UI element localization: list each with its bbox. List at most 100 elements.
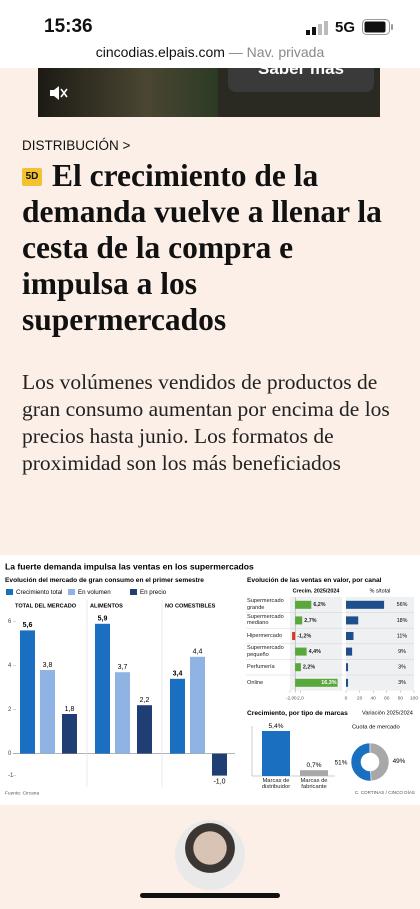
mute-icon[interactable] (48, 84, 68, 102)
x-tick-label: 40 (371, 695, 377, 701)
infographic-canvas: La fuerte demanda impulsa las ventas en … (5, 561, 418, 796)
legend-swatch (130, 589, 137, 595)
source: Fuente: Circana (5, 790, 39, 796)
bar (346, 616, 359, 625)
bar (62, 714, 77, 754)
value-label: 3% (398, 680, 406, 686)
category-label: Marcas de fabricante (300, 778, 328, 791)
chart-title: Evolución del mercado de gran consumo en… (5, 577, 204, 584)
value-label: 4,4 (193, 649, 203, 656)
y-tick-label: 4 (8, 663, 12, 669)
signal-icon (306, 21, 328, 35)
value-label: 3% (398, 665, 406, 671)
bar (170, 678, 185, 754)
bar (346, 600, 385, 609)
ad-button[interactable]: Saber más (228, 68, 374, 92)
value-label: 1,8 (65, 706, 75, 713)
value-label: 16,3% (321, 680, 336, 686)
bar (292, 632, 296, 640)
chart-title: Evolución de las ventas en valor, por ca… (247, 577, 382, 584)
bar (40, 670, 55, 754)
bar (190, 656, 205, 754)
bar (212, 753, 227, 776)
value-label: 56% (397, 602, 408, 608)
value-label: 11% (397, 633, 408, 639)
value-label: -1,2% (297, 633, 311, 639)
x-tick-label: 20 (357, 695, 363, 701)
headline: El crecimiento de la demanda vuelve a ll… (22, 158, 382, 337)
row-label: Hipermercado (247, 632, 283, 639)
row-label: Perfumería (247, 663, 275, 670)
credit: C. CORTINAS / CINCO DÍAS (355, 789, 415, 795)
value-label: 3,8 (43, 662, 53, 669)
legend-label: En precio (140, 589, 167, 596)
row-label: Supermercado pequeño (247, 645, 284, 658)
x-tick-label: 80 (398, 695, 404, 701)
chart-title: Crecimiento, por tipo de marcas (247, 710, 348, 717)
x-tick-label: -2,0 (286, 695, 295, 701)
bar (346, 663, 349, 672)
x-tick-label: 60 (384, 695, 390, 701)
bar (295, 600, 312, 609)
chart-subtitle: Variación 2025/2024 (362, 710, 413, 716)
value-label: 5,4% (268, 723, 283, 730)
row-label: Supermercado mediano (247, 613, 284, 627)
value-label: 4,4% (309, 649, 321, 655)
battery-icon (362, 19, 393, 35)
bar (300, 770, 328, 776)
legend-swatch (68, 589, 75, 595)
y-tick-label: 0 (8, 751, 12, 757)
value-label: 6,2% (313, 602, 325, 608)
value-label: -1,0 (213, 778, 225, 785)
value-label: 2,2% (303, 665, 315, 671)
bar (262, 731, 290, 776)
y-tick-label: -1 (8, 773, 14, 779)
url: cincodias.elpais.com (95, 44, 225, 60)
x-tick-label: 0 (345, 695, 348, 701)
column-header: % s/total (370, 588, 391, 594)
value-label: 51% (335, 760, 348, 767)
value-label: 5,9 (98, 616, 108, 623)
value-label: 18% (397, 618, 408, 624)
group-label: TOTAL DEL MERCADO (15, 603, 77, 609)
column-header: Crecim. 2025/2024 (293, 588, 340, 594)
bar (295, 647, 307, 656)
bar (346, 647, 353, 656)
value-label: 2,2 (140, 697, 150, 704)
private-mode: — Nav. privada (228, 44, 325, 60)
address-bar[interactable]: cincodias.elpais.com — Nav. privada (0, 44, 420, 60)
top-bar (0, 0, 420, 68)
value-label: 9% (398, 649, 406, 655)
value-label: 3,4 (173, 671, 183, 678)
group-label: NO COMESTIBLES (165, 603, 216, 609)
y-tick-label: 2 (8, 707, 12, 713)
x-tick-label: 100 (410, 695, 418, 701)
clock: 15:36 (44, 16, 93, 37)
value-label: 2,7% (304, 618, 316, 624)
y-tick-label: 6 (8, 619, 12, 625)
pie-slice (369, 742, 390, 782)
legend-swatch (6, 589, 13, 595)
x-tick-label: 2,0 (297, 695, 304, 701)
row-label: Supermercado grande (247, 598, 284, 611)
badge: 5D (22, 168, 42, 186)
bar (295, 616, 303, 625)
section-link[interactable]: DISTRIBUCIÓN > (22, 138, 131, 153)
bar (295, 678, 338, 687)
ad-banner[interactable]: Saber más (38, 68, 380, 117)
home-indicator (140, 893, 280, 898)
author-photo[interactable] (175, 820, 245, 890)
value-label: 0,7% (306, 762, 321, 769)
ad-image (38, 68, 218, 117)
bar (295, 663, 301, 672)
legend-label: Crecimiento total (16, 589, 62, 596)
category-label: Marcas de distribuidor (261, 778, 291, 791)
group-label: ALIMENTOS (90, 603, 123, 609)
chart-title: Cuota de mercado (352, 725, 400, 731)
pie-slice (350, 742, 372, 782)
infographic: La fuerte demanda impulsa las ventas en … (0, 555, 420, 805)
row-label: Online (247, 679, 264, 686)
value-label: 3,7 (118, 664, 128, 671)
infographic-title: La fuerte demanda impulsa las ventas en … (5, 561, 254, 571)
